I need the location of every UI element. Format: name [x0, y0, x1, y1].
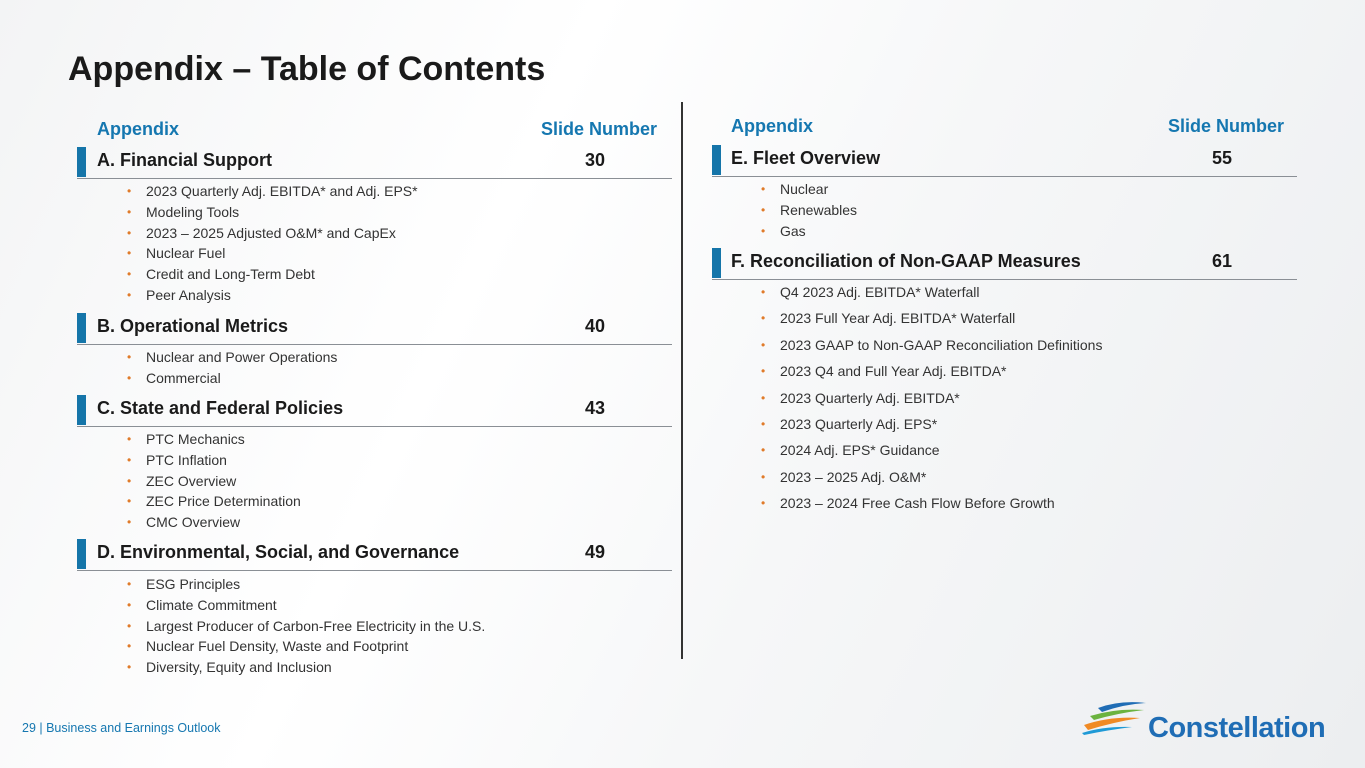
section-bar [712, 145, 721, 175]
bullet: • [761, 311, 766, 326]
bullet: • [761, 443, 766, 458]
list-item: 2023 – 2024 Free Cash Flow Before Growth [780, 495, 1055, 512]
footer: 29 | Business and Earnings Outlook [22, 721, 221, 735]
logo-text: Constellation [1148, 712, 1326, 744]
bullet: • [127, 660, 132, 675]
header-slide-number: Slide Number [540, 119, 657, 139]
section-title: D. Environmental, Social, and Governance [97, 542, 460, 562]
list-item: 2023 Quarterly Adj. EPS* [780, 416, 938, 432]
list-item: Renewables [780, 201, 858, 218]
section-slide: 43 [584, 398, 605, 418]
list-item: Modeling Tools [146, 203, 240, 220]
bullet: • [761, 337, 766, 352]
section-title: C. State and Federal Policies [97, 398, 344, 418]
section-bar [77, 395, 86, 425]
bullet: • [761, 202, 766, 217]
section-rule [77, 570, 672, 571]
bullet: • [761, 496, 766, 511]
bullet: • [127, 267, 132, 282]
bullet: • [761, 364, 766, 379]
section-slide: 40 [584, 316, 605, 336]
list-item: Nuclear Fuel Density, Waste and Footprin… [146, 638, 409, 655]
list-item: 2023 GAAP to Non-GAAP Reconciliation Def… [780, 336, 1103, 353]
header-appendix: Appendix [731, 116, 814, 136]
section-bar [77, 147, 86, 177]
list-item: Diversity, Equity and Inclusion [146, 659, 332, 676]
header-appendix: Appendix [97, 119, 180, 139]
section-slide: 55 [1211, 148, 1232, 168]
list-item: PTC Mechanics [146, 431, 245, 447]
slide-title: Appendix – Table of Contents [68, 50, 546, 88]
bullet: • [127, 432, 132, 446]
list-item: 2023 Full Year Adj. EBITDA* Waterfall [780, 310, 1016, 327]
section-rule [712, 176, 1297, 177]
section-slide: 61 [1211, 251, 1232, 271]
list-item: 2023 Quarterly Adj. EBITDA* and Adj. EPS… [146, 183, 418, 199]
list-item: Credit and Long-Term Debt [146, 266, 315, 283]
bullet: • [127, 597, 132, 612]
list-item: ZEC Overview [146, 472, 237, 489]
bullet: • [127, 494, 132, 509]
list-item: 2023 – 2025 Adj. O&M* [780, 468, 927, 485]
section-bar [77, 539, 86, 569]
section-rule [77, 426, 672, 427]
bullet: • [761, 390, 766, 405]
section-title: F. Reconciliation of Non-GAAP Measures [731, 251, 1081, 271]
list-item: ZEC Price Determination [146, 493, 301, 510]
list-item: 2023 Q4 and Full Year Adj. EBITDA* [780, 363, 1007, 380]
list-item: CMC Overview [146, 514, 241, 531]
section-slide: 49 [584, 542, 605, 562]
list-item: 2024 Adj. EPS* Guidance [780, 442, 940, 459]
list-item: Q4 2023 Adj. EBITDA* Waterfall [780, 284, 980, 300]
section-rule [77, 178, 672, 179]
list-item: 2023 Quarterly Adj. EBITDA* [780, 389, 960, 406]
list-item: Commercial [146, 369, 221, 386]
bullet: • [127, 246, 132, 261]
list-item: ESG Principles [146, 576, 241, 592]
bullet: • [761, 285, 766, 299]
list-item: 2023 – 2025 Adjusted O&M* and CapEx [146, 224, 396, 241]
bullet: • [127, 225, 132, 240]
list-item: Nuclear Fuel [146, 245, 226, 262]
list-item: Peer Analysis [146, 287, 231, 303]
bullet: • [761, 223, 766, 238]
section-title: E. Fleet Overview [731, 148, 881, 168]
list-item: Largest Producer of Carbon-Free Electric… [146, 617, 486, 634]
section-rule [712, 279, 1297, 280]
header-slide-number: Slide Number [1167, 116, 1284, 136]
section-title: B. Operational Metrics [97, 316, 289, 336]
list-item: Climate Commitment [146, 596, 277, 613]
bullet: • [761, 182, 766, 196]
bullet: • [127, 618, 132, 633]
section-title: A. Financial Support [97, 150, 273, 170]
bullet: • [127, 515, 132, 530]
bullet: • [127, 473, 132, 488]
bullet: • [127, 452, 132, 467]
column-divider [681, 102, 683, 659]
section-bar [77, 313, 86, 343]
bullet: • [127, 288, 132, 302]
bullet: • [127, 184, 132, 198]
section-bar [712, 248, 721, 278]
bullet: • [127, 639, 132, 654]
bullet: • [761, 469, 766, 484]
bullet: • [127, 370, 132, 385]
logo-mark [1082, 702, 1146, 735]
bullet: • [761, 417, 766, 431]
list-item: Gas [780, 222, 806, 239]
section-rule [77, 344, 672, 345]
section-slide: 30 [584, 150, 605, 170]
list-item: PTC Inflation [146, 451, 227, 468]
bullet: • [127, 577, 132, 591]
bullet: • [127, 204, 132, 219]
bullet: • [127, 350, 132, 364]
list-item: Nuclear [780, 181, 829, 197]
list-item: Nuclear and Power Operations [146, 349, 338, 365]
